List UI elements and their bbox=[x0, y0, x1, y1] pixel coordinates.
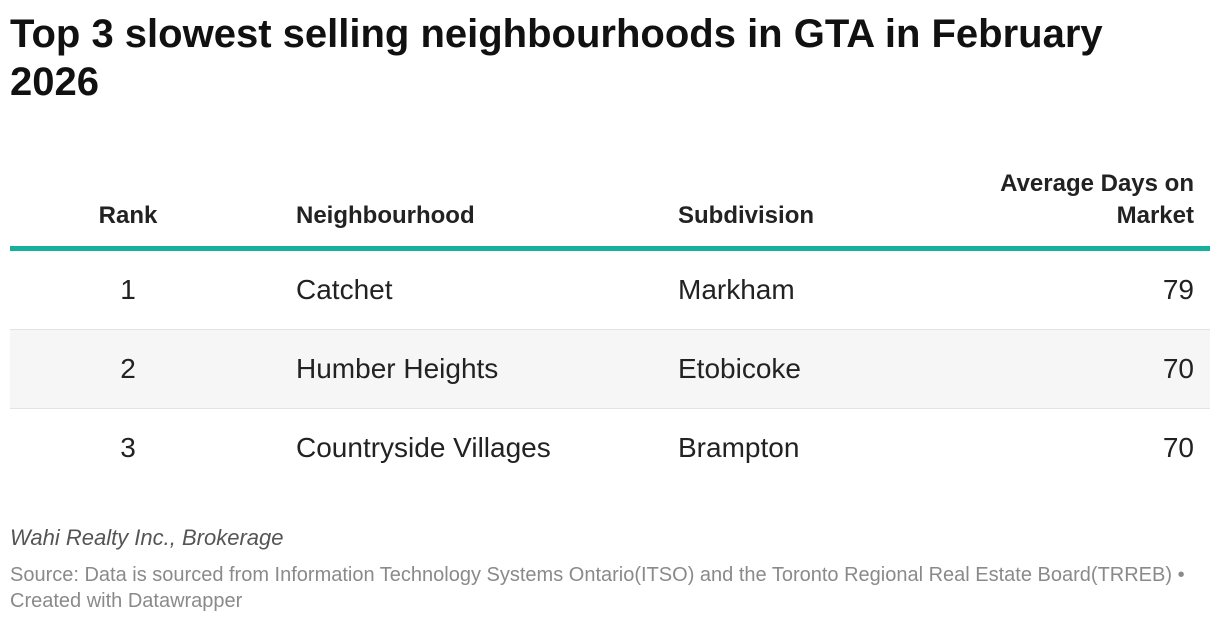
column-header-rank[interactable]: Rank bbox=[98, 202, 158, 229]
datawrapper-credit-link[interactable]: Created with Datawrapper bbox=[10, 590, 243, 612]
table-row: 1 Catchet Markham 79 bbox=[10, 251, 1210, 330]
cell-neighbourhood: Countryside Villages bbox=[296, 432, 551, 463]
cell-average-days: 70 bbox=[1162, 432, 1194, 463]
source-label: Source: bbox=[10, 564, 85, 586]
column-header-average-days[interactable]: Average Days on Market bbox=[1000, 170, 1194, 229]
cell-subdivision: Markham bbox=[678, 274, 795, 305]
cell-average-days: 70 bbox=[1162, 353, 1194, 384]
table-header: Rank Neighbourhood Subdivision Average D… bbox=[10, 164, 1210, 251]
cell-subdivision: Etobicoke bbox=[678, 353, 801, 384]
column-header-neighbourhood[interactable]: Neighbourhood bbox=[296, 202, 475, 229]
cell-rank: 2 bbox=[120, 353, 136, 384]
separator-dot: • bbox=[1172, 564, 1185, 586]
source-note: Source: Data is sourced from Information… bbox=[10, 562, 1190, 614]
chart-title: Top 3 slowest selling neighbourhoods in … bbox=[10, 12, 1103, 104]
table-row: 3 Countryside Villages Brampton 70 bbox=[10, 409, 1210, 487]
data-table: Rank Neighbourhood Subdivision Average D… bbox=[10, 164, 1210, 487]
column-header-subdivision[interactable]: Subdivision bbox=[678, 202, 815, 229]
table-row: 2 Humber Heights Etobicoke 70 bbox=[10, 330, 1210, 409]
cell-average-days: 79 bbox=[1162, 274, 1194, 305]
cell-neighbourhood: Humber Heights bbox=[296, 353, 499, 384]
cell-neighbourhood: Catchet bbox=[296, 274, 393, 305]
cell-subdivision: Brampton bbox=[678, 432, 800, 463]
cell-rank: 3 bbox=[120, 432, 136, 463]
source-text: Data is sourced from Information Technol… bbox=[84, 564, 1173, 586]
cell-rank: 1 bbox=[120, 274, 136, 305]
byline: Wahi Realty Inc., Brokerage bbox=[10, 525, 284, 550]
